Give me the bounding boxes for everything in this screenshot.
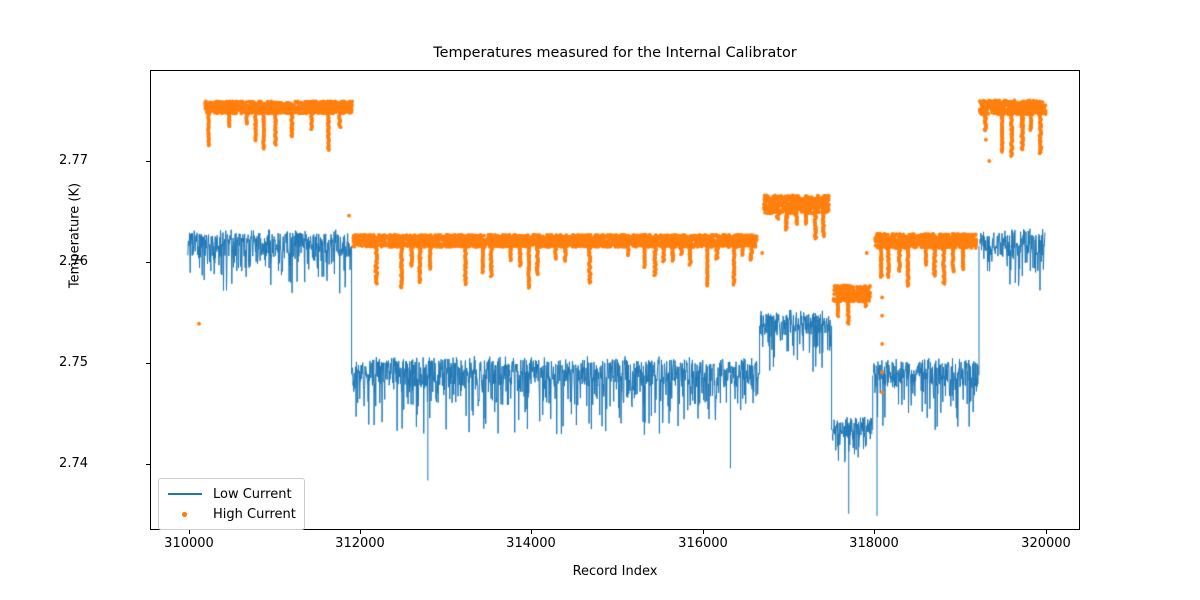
xtick-label-0: 310000 xyxy=(164,536,214,551)
ytick-label-0: 2.74 xyxy=(59,456,88,471)
legend-label-high-current: High Current xyxy=(213,506,296,522)
ytick-mark-1 xyxy=(146,363,150,364)
legend-label-low-current: Low Current xyxy=(213,486,292,502)
xtick-mark-3 xyxy=(703,530,704,534)
xtick-mark-4 xyxy=(874,530,875,534)
ytick-mark-0 xyxy=(146,464,150,465)
y-axis-label: Temperature (K) xyxy=(67,182,83,289)
ytick-mark-2 xyxy=(146,262,150,263)
xtick-label-2: 314000 xyxy=(506,536,556,551)
ytick-label-2: 2.76 xyxy=(59,254,88,269)
ytick-label-3: 2.77 xyxy=(59,153,88,168)
chart-title: Temperatures measured for the Internal C… xyxy=(433,45,797,61)
legend-dot-key-icon xyxy=(165,507,205,521)
chart-legend: Low Current High Current xyxy=(158,478,305,530)
ytick-mark-3 xyxy=(146,161,150,162)
xtick-mark-5 xyxy=(1046,530,1047,534)
ytick-label-1: 2.75 xyxy=(59,355,88,370)
plot-area xyxy=(150,70,1080,530)
xtick-mark-1 xyxy=(360,530,361,534)
legend-item-low-current: Low Current xyxy=(165,484,296,504)
xtick-label-5: 320000 xyxy=(1021,536,1071,551)
x-axis-label: Record Index xyxy=(572,564,658,579)
legend-item-high-current: High Current xyxy=(165,504,296,524)
xtick-label-3: 316000 xyxy=(678,536,728,551)
xtick-mark-2 xyxy=(531,530,532,534)
plot-canvas xyxy=(151,71,1079,529)
legend-line-key-icon xyxy=(165,487,205,501)
xtick-mark-0 xyxy=(189,530,190,534)
xtick-label-4: 318000 xyxy=(849,536,899,551)
xtick-label-1: 312000 xyxy=(335,536,385,551)
